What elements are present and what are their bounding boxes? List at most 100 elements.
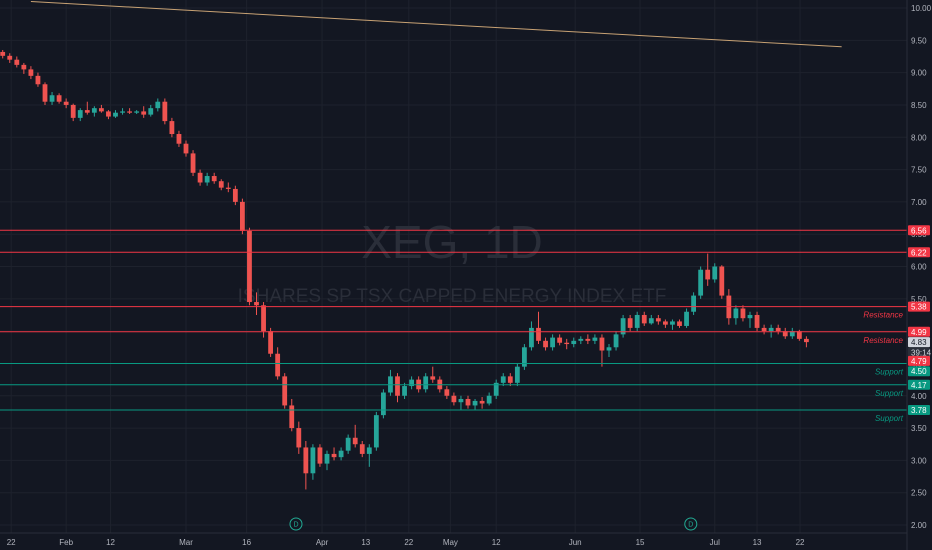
candle-body (663, 321, 668, 325)
candle-body (70, 104, 76, 118)
candle (663, 319, 668, 328)
candle-body (677, 321, 682, 326)
watermark: XEG, 1D ISHARES SP TSX CAPPED ENERGY IND… (238, 216, 667, 307)
candle (740, 305, 746, 322)
candle-body (655, 318, 661, 322)
candle-body (155, 101, 161, 109)
price-tag-background (908, 225, 930, 236)
candle (430, 366, 436, 383)
candle (127, 108, 132, 114)
candle (310, 444, 316, 480)
candle-body (620, 318, 626, 335)
candle (529, 321, 534, 351)
candle (352, 424, 358, 448)
candle-body (754, 314, 760, 328)
candle-body (28, 69, 34, 76)
candle (648, 314, 654, 325)
candle (232, 185, 238, 206)
time-axis[interactable]: 22 Feb 12 Mar 16 Apr 13 22 May 12 Jun 15 Jul 13 22 (7, 538, 805, 547)
candle-body (338, 450, 344, 458)
price-tag: 39:14 (908, 347, 932, 358)
time-tick-label: 13 (753, 538, 762, 547)
candle (190, 150, 196, 177)
candle-body (670, 321, 675, 325)
candle (578, 336, 584, 345)
candle-body (268, 331, 273, 354)
candle-body (479, 400, 485, 404)
candles-layer (0, 50, 809, 490)
candle-body (641, 314, 647, 324)
candle-body (775, 327, 781, 332)
candle-body (409, 379, 414, 387)
candle (507, 373, 513, 387)
candle (56, 93, 62, 104)
candle (99, 104, 104, 113)
price-tick-label: 3.00 (911, 456, 927, 465)
candle-body (423, 376, 429, 390)
candle-body (507, 376, 513, 383)
candle-body (451, 395, 457, 403)
candle (49, 92, 55, 105)
candle (373, 411, 379, 451)
candle-body (7, 55, 13, 60)
dividend-marker-label: D (293, 522, 298, 529)
price-tag: 4.79 (908, 355, 930, 366)
price-tag: 6.56 (908, 225, 930, 236)
candle (183, 140, 189, 157)
candle-body (564, 342, 570, 345)
price-tick-label: 8.00 (911, 133, 927, 142)
candle (655, 314, 661, 325)
price-tag-label: 4.17 (911, 381, 927, 390)
candle-body (345, 437, 351, 451)
candle (331, 447, 337, 461)
candle (141, 106, 147, 118)
candle-body (141, 111, 147, 115)
candle-body (705, 269, 711, 280)
candle (719, 265, 725, 299)
price-tag: 6.22 (908, 247, 930, 258)
time-tick-label: 22 (7, 538, 16, 547)
price-tag-background (908, 366, 930, 377)
candle-body (148, 108, 154, 115)
candle-body (127, 111, 132, 113)
trend-line[interactable] (30, 1, 842, 48)
price-lines-layer: Resistance Resistance Support Support Suppor… (0, 229, 907, 423)
price-axis-background (907, 0, 932, 550)
price-tag-background (908, 337, 930, 348)
candle-body (352, 437, 358, 445)
candle-body (275, 353, 281, 377)
candle-body (134, 111, 140, 113)
candle (543, 337, 548, 351)
dividend-marker[interactable]: D (289, 517, 303, 531)
candle-body (444, 389, 450, 396)
candle-body (120, 111, 125, 113)
candle-body (21, 64, 27, 70)
candle-body (768, 327, 774, 332)
candle (634, 311, 640, 332)
candle (613, 331, 619, 351)
candle (585, 334, 591, 345)
candle-body (747, 314, 753, 319)
candle-body (310, 447, 316, 474)
candle-body (789, 331, 795, 337)
candle (500, 373, 506, 387)
candle (402, 382, 407, 399)
candle-body (197, 172, 203, 183)
candle-body (634, 314, 640, 328)
candle-body (91, 108, 97, 113)
candle (70, 103, 76, 122)
price-tag: 4.99 (908, 326, 930, 337)
candle-body (225, 187, 231, 189)
candle-body (493, 382, 499, 396)
price-tick-label: 9.50 (911, 36, 927, 45)
dividend-marker-circle (289, 517, 303, 531)
price-tick-label: 10.00 (911, 4, 932, 13)
dividend-marker-circle (684, 517, 698, 531)
candle (465, 395, 471, 409)
price-line-label: Resistance (863, 311, 903, 320)
dividend-marker[interactable]: D (684, 517, 698, 531)
price-tick-label: 7.00 (911, 198, 927, 207)
